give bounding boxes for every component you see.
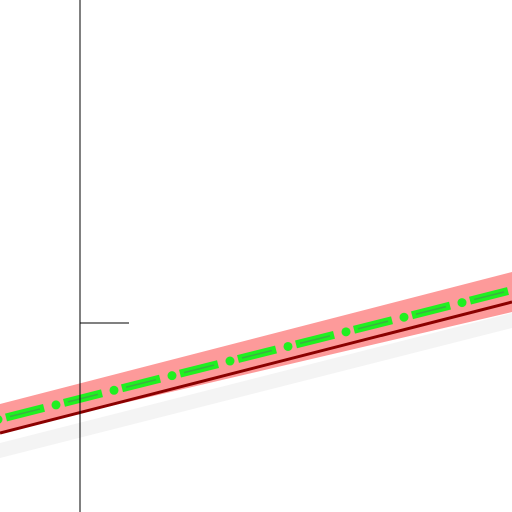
center-dash-texture [67, 393, 99, 403]
road-shadow [0, 313, 512, 458]
center-dash-texture [125, 378, 157, 388]
center-dot [167, 371, 177, 381]
center-dash-texture [415, 305, 447, 315]
center-dash-texture [299, 335, 331, 345]
center-dot [457, 298, 467, 308]
center-dash-texture [241, 349, 273, 359]
center-dot [0, 415, 3, 424]
center-dot [399, 312, 409, 322]
center-dot [225, 356, 235, 366]
center-dot [341, 327, 351, 337]
center-dot [283, 341, 293, 351]
center-dot [51, 400, 61, 410]
center-dash-texture [473, 291, 505, 301]
center-dash-texture [9, 408, 41, 418]
center-dash-texture [183, 364, 215, 374]
center-dot [109, 385, 119, 395]
road-edge-line [0, 300, 512, 435]
center-dash-texture [357, 320, 389, 330]
center-dash-line [0, 287, 509, 424]
